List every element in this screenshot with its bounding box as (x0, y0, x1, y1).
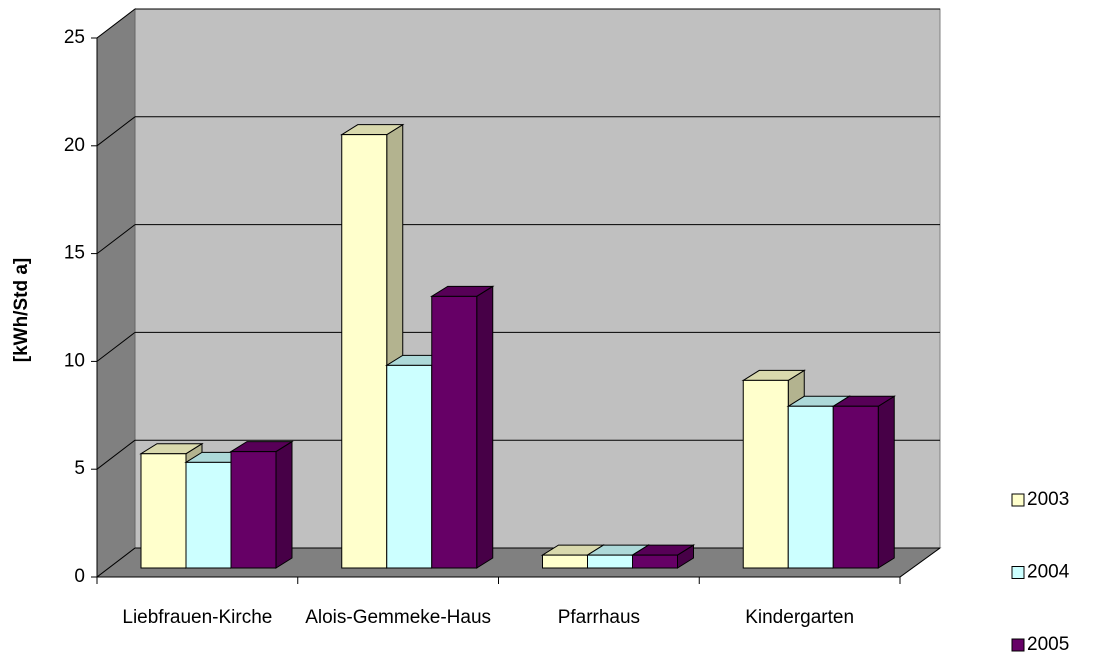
x-tick-label: Kindergarten (745, 607, 854, 628)
legend-label: 2003 (1027, 489, 1069, 510)
bar-front (632, 554, 678, 569)
y-tick-label: 5 (74, 458, 85, 479)
legend-swatch (1011, 566, 1025, 579)
grid-line-side (96, 116, 136, 147)
legend-label: 2004 (1027, 562, 1070, 583)
x-tick-label: Liebfrauen-Kirche (122, 607, 272, 628)
bar-side (476, 285, 494, 569)
x-tick-label: Pfarrhaus (558, 607, 640, 628)
legend-swatch (1011, 493, 1025, 507)
x-axis-depth (899, 547, 941, 578)
bar (430, 285, 495, 569)
bar-front (832, 405, 879, 569)
y-axis-label: [kWh/Std a] (11, 258, 32, 363)
y-tick-label: 20 (64, 135, 85, 156)
x-tick-label: Alois-Gemmeke-Haus (305, 607, 491, 628)
y-tick-label: 25 (64, 27, 85, 48)
side-wall (96, 7, 136, 579)
bar-front (787, 405, 834, 569)
bar-side (275, 440, 293, 569)
grid-line-side (96, 8, 136, 39)
legend-swatch (1011, 638, 1025, 652)
y-tick-label: 10 (64, 350, 85, 371)
bar (229, 440, 294, 569)
bar-side (877, 395, 895, 569)
bar-front (587, 554, 633, 569)
bar-front (341, 134, 388, 569)
bar (831, 395, 896, 569)
y-tick-label: 0 (74, 566, 85, 587)
grid-line-side (96, 439, 136, 470)
bar-front (386, 364, 433, 569)
grid-line-side (96, 547, 136, 578)
bar-front (140, 453, 187, 569)
legend-label: 2005 (1027, 634, 1069, 655)
bar-front (742, 379, 789, 569)
bar-front (431, 295, 478, 569)
bar (630, 544, 696, 569)
grid-line-side (96, 332, 136, 362)
bar-front (230, 451, 277, 569)
bar-front (542, 554, 588, 569)
grid-line-side (96, 224, 136, 254)
bar-front (185, 461, 232, 569)
y-tick-label: 15 (64, 243, 85, 264)
